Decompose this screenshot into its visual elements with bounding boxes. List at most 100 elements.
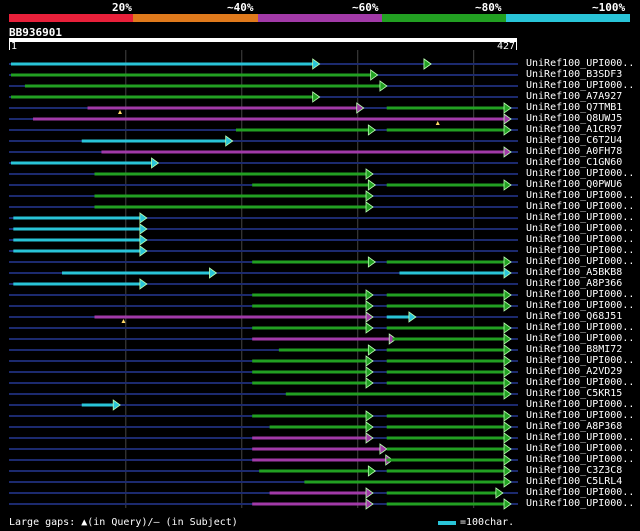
hit-arrow-icon[interactable] (379, 443, 388, 455)
hit-name-link[interactable]: UniRef100_UPI000.. (526, 410, 635, 421)
hit-arrow-icon[interactable] (503, 113, 512, 125)
hit-segment[interactable] (81, 139, 227, 143)
hit-arrow-icon[interactable] (365, 421, 374, 433)
hit-segment[interactable] (252, 337, 391, 341)
hit-segment[interactable] (386, 359, 505, 363)
hit-arrow-icon[interactable] (365, 311, 374, 323)
hit-name-link[interactable]: UniRef100_UPI000.. (526, 58, 635, 69)
hit-name-link[interactable]: UniRef100_UPI000.. (526, 377, 635, 388)
hit-arrow-icon[interactable] (503, 256, 512, 268)
hit-arrow-icon[interactable] (365, 190, 374, 202)
hit-name-link[interactable]: UniRef100_Q0PWU6 (526, 179, 623, 190)
hit-name-link[interactable]: UniRef100_Q7TMB1 (526, 102, 623, 113)
hit-segment[interactable] (386, 381, 505, 385)
hit-arrow-icon[interactable] (503, 289, 512, 301)
hit-segment[interactable] (11, 73, 372, 77)
hit-arrow-icon[interactable] (365, 300, 374, 312)
hit-segment[interactable] (94, 205, 368, 209)
hit-arrow-icon[interactable] (503, 179, 512, 191)
hit-arrow-icon[interactable] (367, 124, 377, 136)
hit-arrow-icon[interactable] (365, 289, 374, 301)
hit-segment[interactable] (101, 150, 505, 154)
hit-segment[interactable] (252, 183, 370, 187)
hit-segment[interactable] (386, 447, 505, 451)
hit-segment[interactable] (386, 106, 505, 110)
hit-arrow-icon[interactable] (503, 454, 512, 466)
hit-arrow-icon[interactable] (112, 399, 121, 411)
hit-segment[interactable] (285, 392, 505, 396)
hit-arrow-icon[interactable] (503, 410, 512, 422)
hit-name-link[interactable]: UniRef100_UPI000.. (526, 168, 635, 179)
hit-segment[interactable] (62, 271, 211, 275)
hit-arrow-icon[interactable] (365, 366, 374, 378)
hit-segment[interactable] (259, 469, 370, 473)
hit-segment[interactable] (87, 106, 358, 110)
hit-name-link[interactable]: UniRef100_UPI000.. (526, 201, 635, 212)
hit-segment[interactable] (386, 260, 505, 264)
hit-name-link[interactable]: UniRef100_UPI000.. (526, 212, 635, 223)
hit-name-link[interactable]: UniRef100_UPI000.. (526, 355, 635, 366)
hit-segment[interactable] (386, 348, 505, 352)
hit-segment[interactable] (386, 128, 505, 132)
hit-segment[interactable] (11, 95, 314, 99)
hit-arrow-icon[interactable] (503, 388, 512, 400)
hit-segment[interactable] (386, 414, 505, 418)
hit-name-link[interactable]: UniRef100_UPI000.. (526, 322, 635, 333)
hit-arrow-icon[interactable] (503, 344, 512, 356)
hit-arrow-icon[interactable] (365, 377, 374, 389)
hit-segment[interactable] (386, 304, 505, 308)
hit-name-link[interactable]: UniRef100_UPI000.. (526, 498, 635, 509)
hit-name-link[interactable]: UniRef100_A1CR97 (526, 124, 623, 135)
hit-name-link[interactable]: UniRef100_UPI000.. (526, 80, 635, 91)
hit-name-link[interactable]: UniRef100_A7A927 (526, 91, 623, 102)
hit-arrow-icon[interactable] (209, 267, 218, 279)
hit-name-link[interactable]: UniRef100_A0FH78 (526, 146, 623, 157)
hit-name-link[interactable]: UniRef100_C5LRL4 (526, 476, 623, 487)
hit-arrow-icon[interactable] (408, 311, 417, 323)
hit-segment[interactable] (13, 249, 141, 253)
hit-segment[interactable] (386, 436, 505, 440)
hit-arrow-icon[interactable] (312, 58, 321, 70)
hit-segment[interactable] (252, 458, 387, 462)
hit-arrow-icon[interactable] (503, 300, 512, 312)
hit-arrow-icon[interactable] (503, 124, 512, 136)
hit-name-link[interactable]: UniRef100_UPI000.. (526, 399, 635, 410)
hit-arrow-icon[interactable] (139, 278, 148, 290)
hit-name-link[interactable]: UniRef100_UPI000.. (526, 454, 635, 465)
hit-segment[interactable] (94, 315, 368, 319)
hit-arrow-icon[interactable] (503, 443, 512, 455)
hit-arrow-icon[interactable] (379, 80, 388, 92)
hit-arrow-icon[interactable] (367, 344, 377, 356)
hit-segment[interactable] (386, 502, 505, 506)
hit-segment[interactable] (278, 348, 370, 352)
hit-segment[interactable] (24, 84, 381, 88)
hit-segment[interactable] (94, 172, 368, 176)
hit-arrow-icon[interactable] (151, 157, 160, 169)
hit-segment[interactable] (252, 436, 368, 440)
hit-segment[interactable] (386, 491, 497, 495)
hit-arrow-icon[interactable] (139, 245, 148, 257)
hit-arrow-icon[interactable] (365, 168, 374, 180)
hit-segment[interactable] (252, 304, 368, 308)
hit-name-link[interactable]: UniRef100_UPI000.. (526, 432, 635, 443)
hit-name-link[interactable]: UniRef100_UPI000.. (526, 333, 635, 344)
hit-segment[interactable] (269, 491, 368, 495)
hit-segment[interactable] (94, 194, 368, 198)
hit-name-link[interactable]: UniRef100_C3Z3C8 (526, 465, 623, 476)
hit-arrow-icon[interactable] (365, 410, 374, 422)
hit-arrow-icon[interactable] (503, 476, 512, 488)
hit-segment[interactable] (252, 326, 368, 330)
hit-name-link[interactable]: UniRef100_UPI000.. (526, 245, 635, 256)
hit-arrow-icon[interactable] (365, 322, 374, 334)
hit-arrow-icon[interactable] (423, 58, 432, 70)
hit-arrow-icon[interactable] (503, 465, 512, 477)
hit-segment[interactable] (252, 370, 368, 374)
hit-arrow-icon[interactable] (365, 487, 374, 499)
hit-arrow-icon[interactable] (139, 212, 148, 224)
hit-segment[interactable] (252, 414, 368, 418)
hit-segment[interactable] (11, 62, 314, 66)
hit-name-link[interactable]: UniRef100_C1GN60 (526, 157, 623, 168)
hit-arrow-icon[interactable] (356, 102, 365, 114)
hit-name-link[interactable]: UniRef100_A8P368 (526, 421, 623, 432)
hit-arrow-icon[interactable] (503, 366, 512, 378)
